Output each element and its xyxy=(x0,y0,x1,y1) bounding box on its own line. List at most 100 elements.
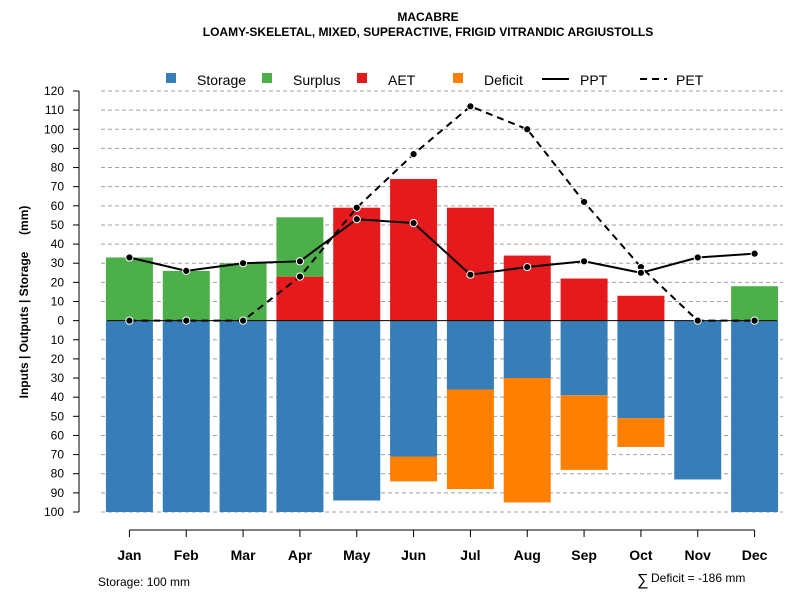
legend-swatch-surplus xyxy=(262,73,272,83)
x-tick-label: Jun xyxy=(401,547,426,563)
y-tick-label: 30 xyxy=(51,371,65,385)
pet-point xyxy=(295,272,305,281)
legend-label-storage: Storage xyxy=(197,72,246,88)
ppt-point xyxy=(238,259,248,268)
gridlines xyxy=(101,90,783,513)
y-tick-label: 40 xyxy=(51,390,65,404)
y-axis-label: Inputs | Outputs | Storage (mm) xyxy=(17,206,31,399)
ppt-point xyxy=(466,270,475,279)
chart-title: MACABRE xyxy=(397,10,458,24)
bar-storage xyxy=(446,320,494,390)
pet-point xyxy=(750,316,759,325)
bar-storage xyxy=(390,320,438,457)
bar-deficit xyxy=(390,456,438,482)
bar-aet xyxy=(617,295,665,321)
bar-storage xyxy=(503,320,551,379)
y-tick-label: 0 xyxy=(57,314,64,328)
pet-line xyxy=(129,105,755,322)
legend-swatch-deficit xyxy=(453,73,463,83)
legend-label-pet: PET xyxy=(676,72,704,88)
bar-storage xyxy=(674,320,722,480)
y-tick-label: 20 xyxy=(51,352,65,366)
y-tick-label: 10 xyxy=(51,295,65,309)
pet-point xyxy=(352,203,361,212)
bar-surplus xyxy=(731,286,779,321)
ppt-point xyxy=(295,257,305,266)
ppt-point xyxy=(523,262,532,272)
y-tick-label: 90 xyxy=(51,486,65,500)
bar-aet xyxy=(446,207,494,321)
legend: Storage Surplus AET Deficit PPT PET xyxy=(166,72,704,88)
x-tick-label: Aug xyxy=(514,547,541,563)
legend-swatch-aet xyxy=(357,73,367,83)
bar-aet xyxy=(560,278,608,321)
x-tick-label: Sep xyxy=(571,547,597,563)
bar-storage xyxy=(105,320,153,512)
bar-aet xyxy=(333,207,381,321)
y-tick-label: 90 xyxy=(51,141,65,155)
y-tick-label: 110 xyxy=(45,103,64,117)
legend-swatch-storage xyxy=(166,73,176,83)
y-tick-label: 70 xyxy=(51,448,65,462)
bar-aet xyxy=(276,276,324,321)
bar-aet xyxy=(390,179,438,321)
x-tick-label: May xyxy=(343,547,370,563)
x-tick-label: Dec xyxy=(742,547,768,563)
storage-note: Storage: 100 mm xyxy=(98,575,190,589)
y-tick-label: 50 xyxy=(51,409,65,423)
pet-point xyxy=(693,316,702,325)
y-tick-label: 40 xyxy=(51,237,65,251)
ppt-point xyxy=(125,253,134,262)
bar-deficit xyxy=(617,418,665,447)
chart-subtitle: LOAMY-SKELETAL, MIXED, SUPERACTIVE, FRIG… xyxy=(203,25,653,39)
x-tick-label: Jan xyxy=(117,547,141,563)
y-tick-label: 100 xyxy=(44,505,64,519)
y-tick-label: 80 xyxy=(51,467,65,481)
x-tick-label: Nov xyxy=(685,547,712,563)
pet-point xyxy=(182,316,191,325)
pet-point xyxy=(125,316,134,325)
ppt-point xyxy=(182,266,191,275)
bar-deficit xyxy=(446,389,494,490)
pet-point xyxy=(238,316,248,325)
y-tick-label: 60 xyxy=(51,199,65,213)
bar-storage xyxy=(560,320,608,396)
sum-symbol: ∑ xyxy=(637,572,648,589)
legend-label-deficit: Deficit xyxy=(484,72,523,88)
ppt-point xyxy=(693,253,702,262)
x-tick-label: Feb xyxy=(174,547,199,563)
bar-surplus xyxy=(276,217,324,277)
pet-point xyxy=(523,125,532,134)
x-tick-label: Oct xyxy=(629,547,653,563)
ppt-line xyxy=(129,218,755,276)
lines xyxy=(125,102,759,325)
pet-point xyxy=(466,102,475,111)
bar-storage xyxy=(617,320,665,419)
bar-storage xyxy=(731,320,779,512)
y-tick-label: 20 xyxy=(51,275,65,289)
axes: 1201101009080706050403020100102030405060… xyxy=(44,84,768,563)
y-tick-label: 120 xyxy=(44,84,64,98)
legend-label-surplus: Surplus xyxy=(293,72,340,88)
y-tick-label: 30 xyxy=(51,256,65,270)
bar-storage xyxy=(219,320,267,512)
y-tick-label: 10 xyxy=(51,333,65,347)
pet-point xyxy=(579,197,589,207)
y-tick-label: 80 xyxy=(51,161,65,175)
x-tick-label: Mar xyxy=(231,547,256,563)
bar-deficit xyxy=(503,378,551,503)
x-tick-label: Jul xyxy=(460,547,480,563)
bar-storage xyxy=(162,320,210,512)
deficit-note: Deficit = -186 mm xyxy=(651,571,745,585)
bar-deficit xyxy=(560,395,608,470)
ppt-point xyxy=(579,257,589,266)
pet-point xyxy=(409,150,418,159)
y-tick-label: 60 xyxy=(51,428,65,442)
y-tick-label: 100 xyxy=(44,122,64,136)
legend-label-aet: AET xyxy=(388,72,416,88)
ppt-point xyxy=(409,218,418,228)
bar-surplus xyxy=(105,257,153,321)
y-tick-label: 70 xyxy=(51,180,65,194)
ppt-point xyxy=(750,249,759,258)
